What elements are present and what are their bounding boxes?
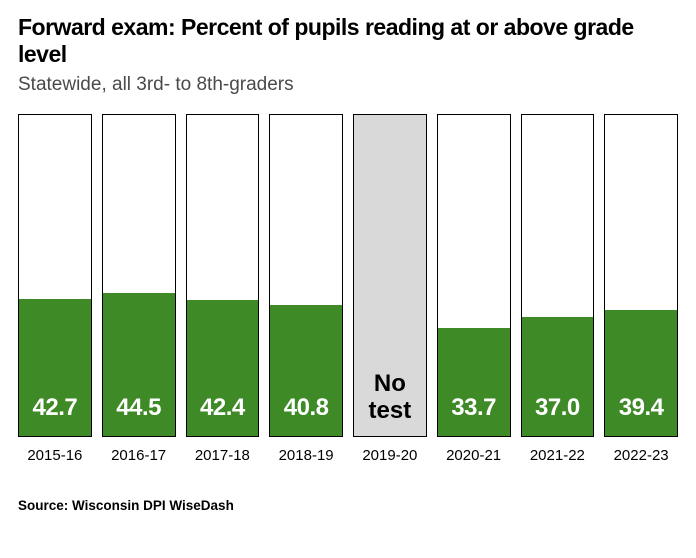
chart-subtitle: Statewide, all 3rd- to 8th-graders <box>18 74 678 96</box>
bar-value-label: 37.0 <box>522 394 594 436</box>
bar-fill: 42.7 <box>19 299 91 436</box>
bar-slot: 39.42022-23 <box>604 114 678 464</box>
bar-slot: Notest 2019-20 <box>353 114 427 464</box>
x-axis-label: 2021-22 <box>521 437 595 464</box>
bar-value-label: 42.7 <box>19 394 91 436</box>
bar-value-label: 33.7 <box>438 394 510 436</box>
bar-fill: 44.5 <box>103 293 175 436</box>
chart-title: Forward exam: Percent of pupils reading … <box>18 14 678 68</box>
bar-no-test: Notest <box>353 114 427 437</box>
bar-chart: 42.72015-1644.52016-1742.42017-1840.8201… <box>18 114 678 464</box>
bar-outline: 40.8 <box>269 114 343 437</box>
bar-slot: 40.82018-19 <box>269 114 343 464</box>
bar-outline: 39.4 <box>604 114 678 437</box>
bar-slot: 37.02021-22 <box>521 114 595 464</box>
bar-fill: 37.0 <box>522 317 594 436</box>
bar-value-label: 40.8 <box>270 394 342 436</box>
bar-outline: 44.5 <box>102 114 176 437</box>
no-test-label: Notest <box>354 371 426 424</box>
chart-container: Forward exam: Percent of pupils reading … <box>0 0 696 513</box>
bar-fill: 33.7 <box>438 328 510 436</box>
bar-slot: 42.72015-16 <box>18 114 92 464</box>
x-axis-label: 2019-20 <box>353 437 427 464</box>
bar-slot: 33.72020-21 <box>437 114 511 464</box>
bar-slot: 44.52016-17 <box>102 114 176 464</box>
bar-slot: 42.42017-18 <box>186 114 260 464</box>
bar-outline: 33.7 <box>437 114 511 437</box>
bar-fill: 42.4 <box>187 300 259 436</box>
bar-outline: 37.0 <box>521 114 595 437</box>
chart-source: Source: Wisconsin DPI WiseDash <box>18 498 678 513</box>
bar-value-label: 39.4 <box>605 394 677 436</box>
bar-value-label: 44.5 <box>103 394 175 436</box>
bar-outline: 42.4 <box>186 114 260 437</box>
x-axis-label: 2015-16 <box>18 437 92 464</box>
bar-fill: 39.4 <box>605 310 677 436</box>
x-axis-label: 2022-23 <box>604 437 678 464</box>
x-axis-label: 2020-21 <box>437 437 511 464</box>
bar-fill: 40.8 <box>270 305 342 436</box>
bar-value-label: 42.4 <box>187 394 259 436</box>
x-axis-label: 2018-19 <box>269 437 343 464</box>
x-axis-label: 2016-17 <box>102 437 176 464</box>
bar-outline: 42.7 <box>18 114 92 437</box>
x-axis-label: 2017-18 <box>186 437 260 464</box>
